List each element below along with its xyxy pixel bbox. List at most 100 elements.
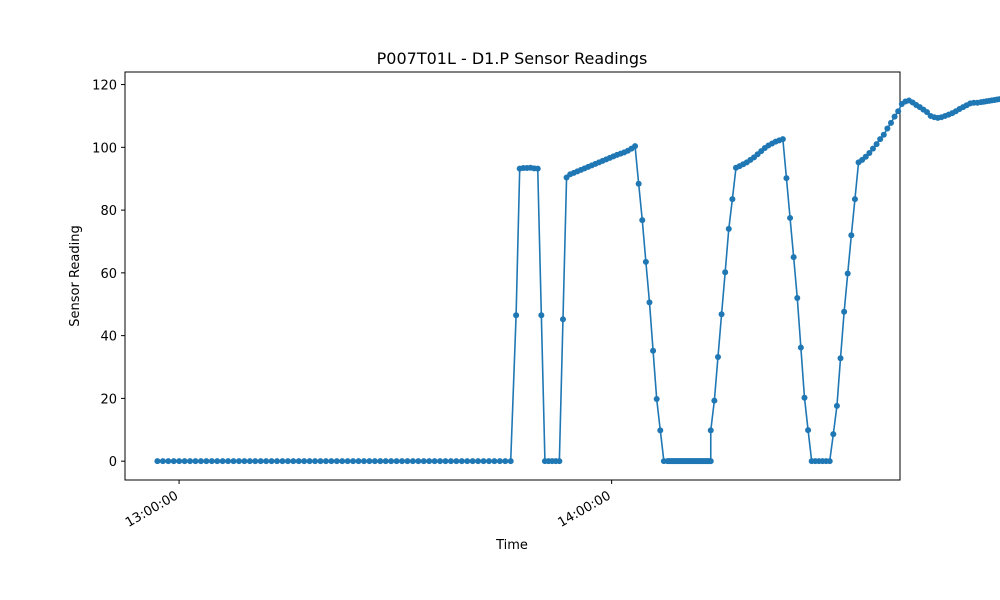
- data-point: [306, 458, 313, 465]
- data-point: [718, 311, 725, 318]
- data-point: [322, 458, 329, 465]
- data-point: [442, 458, 449, 465]
- data-point: [639, 217, 646, 224]
- data-point: [154, 458, 161, 465]
- data-point: [797, 344, 804, 351]
- y-tick-label: 80: [100, 204, 117, 219]
- data-point: [431, 458, 438, 465]
- data-point: [534, 165, 541, 172]
- data-point: [779, 136, 786, 143]
- data-point: [312, 458, 319, 465]
- data-point: [252, 458, 259, 465]
- data-point: [176, 458, 183, 465]
- data-point: [805, 427, 812, 434]
- data-point: [399, 458, 405, 465]
- data-point: [301, 458, 308, 465]
- data-point: [895, 108, 902, 115]
- data-point: [317, 458, 324, 465]
- data-point: [707, 427, 714, 434]
- data-point: [170, 458, 177, 465]
- y-tick-label: 40: [100, 330, 117, 345]
- data-point: [453, 458, 460, 465]
- data-point: [192, 458, 199, 465]
- data-point: [263, 458, 270, 465]
- data-point: [409, 458, 416, 465]
- data-point: [862, 153, 869, 160]
- data-point: [787, 214, 794, 221]
- data-point: [491, 458, 498, 465]
- data-point: [257, 458, 264, 465]
- data-point: [404, 458, 411, 465]
- data-point: [214, 458, 221, 465]
- y-tick-label: 120: [92, 79, 117, 94]
- data-point: [725, 225, 732, 232]
- data-point: [475, 458, 482, 465]
- data-point: [559, 316, 566, 323]
- y-axis: 0 20 40 60 80 100 120: [92, 79, 125, 470]
- data-point: [851, 196, 858, 203]
- data-point: [268, 458, 275, 465]
- data-point: [203, 458, 210, 465]
- data-point: [328, 458, 335, 465]
- data-point: [187, 458, 194, 465]
- y-tick-label: 20: [100, 392, 117, 407]
- data-point: [632, 143, 639, 150]
- data-point: [350, 458, 357, 465]
- y-tick-label: 60: [100, 267, 117, 282]
- data-point: [783, 175, 790, 182]
- data-point: [884, 125, 891, 132]
- data-point: [284, 458, 291, 465]
- data-point: [279, 458, 286, 465]
- data-point: [366, 458, 373, 465]
- data-point: [790, 254, 797, 261]
- data-point: [502, 458, 509, 465]
- data-point: [165, 458, 172, 465]
- data-point: [891, 113, 898, 120]
- data-point: [729, 196, 736, 203]
- data-point: [496, 458, 503, 465]
- data-point: [650, 347, 657, 354]
- data-point: [653, 396, 660, 403]
- data-point: [538, 312, 545, 319]
- data-point: [241, 458, 248, 465]
- x-axis: 13:00:00 14:00:00: [123, 480, 614, 531]
- data-point: [355, 458, 362, 465]
- y-tick-label: 0: [109, 455, 117, 470]
- data-point: [826, 458, 833, 465]
- data-point: [794, 294, 801, 301]
- data-point: [844, 270, 851, 277]
- data-point: [382, 458, 389, 465]
- data-point: [181, 458, 188, 465]
- data-point: [866, 149, 873, 156]
- data-point: [371, 458, 378, 465]
- data-point: [869, 145, 876, 152]
- sensor-series: [154, 96, 1000, 465]
- data-point: [841, 308, 848, 315]
- data-point: [480, 458, 487, 465]
- data-point: [887, 119, 894, 126]
- data-point: [996, 96, 1000, 103]
- data-point: [159, 458, 166, 465]
- data-point: [657, 427, 664, 434]
- y-tick-label: 100: [92, 141, 117, 156]
- data-point: [230, 458, 237, 465]
- data-point: [377, 458, 384, 465]
- data-point: [388, 458, 395, 465]
- data-point: [333, 458, 340, 465]
- data-point: [507, 458, 514, 465]
- data-point: [513, 312, 520, 319]
- data-point: [420, 458, 427, 465]
- data-point: [246, 458, 253, 465]
- data-point: [848, 232, 855, 239]
- data-point: [447, 458, 454, 465]
- data-point: [877, 136, 884, 143]
- data-point: [295, 458, 302, 465]
- data-point: [426, 458, 433, 465]
- data-point: [469, 458, 476, 465]
- y-axis-label: Sensor Reading: [68, 225, 83, 326]
- data-point: [393, 458, 400, 465]
- chart-title: P007T01L - D1.P Sensor Readings: [377, 49, 648, 68]
- data-point: [225, 458, 232, 465]
- data-point: [833, 402, 840, 409]
